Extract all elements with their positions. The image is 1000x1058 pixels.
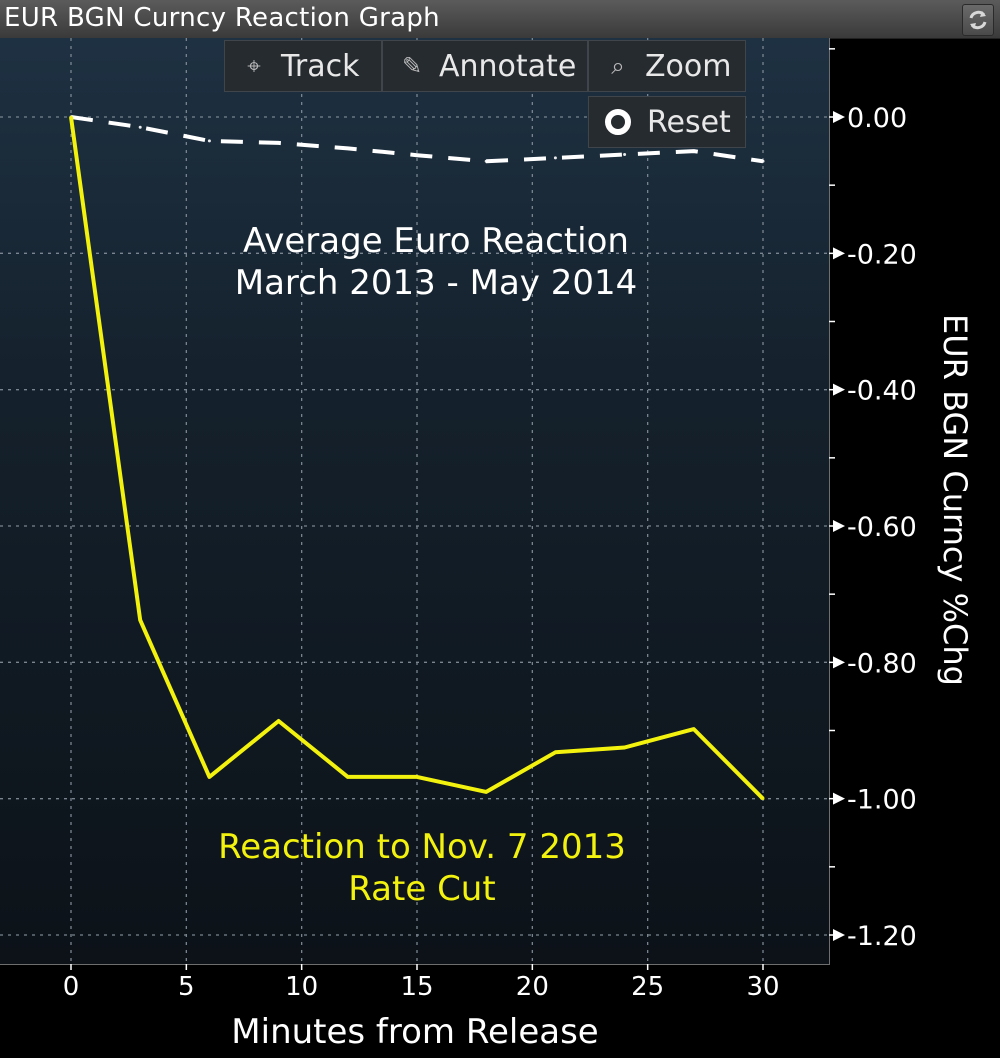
x-tick-label: 15 — [400, 972, 433, 1002]
window-title: EUR BGN Curncy Reaction Graph — [4, 3, 440, 33]
rate-cut-reaction-point — [277, 719, 281, 723]
y-tick-label: -0.80 — [847, 648, 917, 679]
pencil-icon: ✎ — [401, 52, 423, 80]
rate-cut-annotation: Reaction to Nov. 7 2013 Rate Cut — [172, 826, 672, 910]
annotate-button[interactable]: ✎ Annotate — [382, 40, 588, 92]
track-button[interactable]: ⌖ Track — [224, 40, 382, 92]
x-axis-label: Minutes from Release — [231, 1012, 599, 1052]
x-tick-label: 25 — [631, 972, 664, 1002]
refresh-icon[interactable] — [962, 4, 994, 36]
average-reaction-point — [692, 149, 696, 153]
rate-cut-reaction-point — [692, 727, 696, 731]
y-tick-marker — [833, 383, 845, 396]
annotate-button-label: Annotate — [439, 48, 577, 84]
average-annotation-line1: Average Euro Reaction — [243, 221, 629, 261]
average-reaction-point — [346, 146, 350, 150]
average-reaction-point — [138, 125, 142, 129]
y-tick-marker — [833, 247, 845, 260]
x-tick-label: 0 — [63, 972, 80, 1002]
rate-cut-reaction-point — [207, 775, 211, 779]
window-title-bar: EUR BGN Curncy Reaction Graph — [0, 0, 1000, 39]
track-button-label: Track — [281, 48, 360, 84]
rate-cut-reaction-point — [553, 750, 557, 754]
average-reaction-point — [553, 156, 557, 160]
y-axis-label: EUR BGN Curncy %Chg — [936, 314, 974, 686]
zoom-button[interactable]: ⌕ Zoom — [588, 40, 746, 92]
rate-cut-annotation-line1: Reaction to Nov. 7 2013 — [218, 827, 626, 867]
y-tick-marker — [833, 656, 845, 669]
y-tick-label: -1.00 — [847, 785, 917, 816]
average-reaction-point — [415, 153, 419, 157]
y-tick-marker — [833, 792, 845, 805]
zoom-button-label: Zoom — [645, 48, 732, 84]
y-tick-label: -0.20 — [847, 239, 917, 270]
ring-icon — [605, 109, 631, 135]
y-tick-label: -0.40 — [847, 376, 917, 407]
rate-cut-reaction-point — [761, 797, 765, 801]
plot-area[interactable] — [0, 38, 830, 965]
rate-cut-reaction-point — [415, 775, 419, 779]
y-tick-marker — [833, 111, 845, 123]
rate-cut-reaction-point — [138, 618, 142, 622]
average-reaction-point — [761, 159, 765, 163]
rate-cut-reaction-point — [484, 790, 488, 794]
y-tick-marker — [833, 929, 845, 941]
average-reaction-point — [623, 152, 627, 156]
rate-cut-reaction-point — [346, 775, 350, 779]
average-reaction-annotation: Average Euro Reaction March 2013 - May 2… — [186, 220, 686, 304]
y-tick-label: -1.20 — [847, 921, 917, 952]
average-reaction-point — [484, 159, 488, 163]
rate-cut-reaction-point — [623, 746, 627, 750]
x-tick-label: 20 — [516, 972, 549, 1002]
rate-cut-annotation-line2: Rate Cut — [348, 869, 496, 909]
x-tick-label: 30 — [746, 972, 779, 1002]
average-reaction-point — [207, 139, 211, 143]
average-annotation-line2: March 2013 - May 2014 — [234, 263, 638, 303]
x-tick-label: 5 — [178, 972, 195, 1002]
x-tick-label: 10 — [285, 972, 318, 1002]
y-tick-marker — [833, 520, 845, 532]
y-tick-label: -0.60 — [847, 512, 917, 543]
y-tick-label: 0.00 — [847, 103, 907, 134]
average-reaction-point — [277, 141, 281, 145]
reset-button[interactable]: Reset — [588, 96, 746, 148]
crosshair-icon: ⌖ — [247, 52, 261, 80]
reset-button-label: Reset — [647, 104, 731, 140]
rate-cut-reaction-point — [69, 115, 73, 119]
magnifier-icon: ⌕ — [611, 52, 625, 80]
